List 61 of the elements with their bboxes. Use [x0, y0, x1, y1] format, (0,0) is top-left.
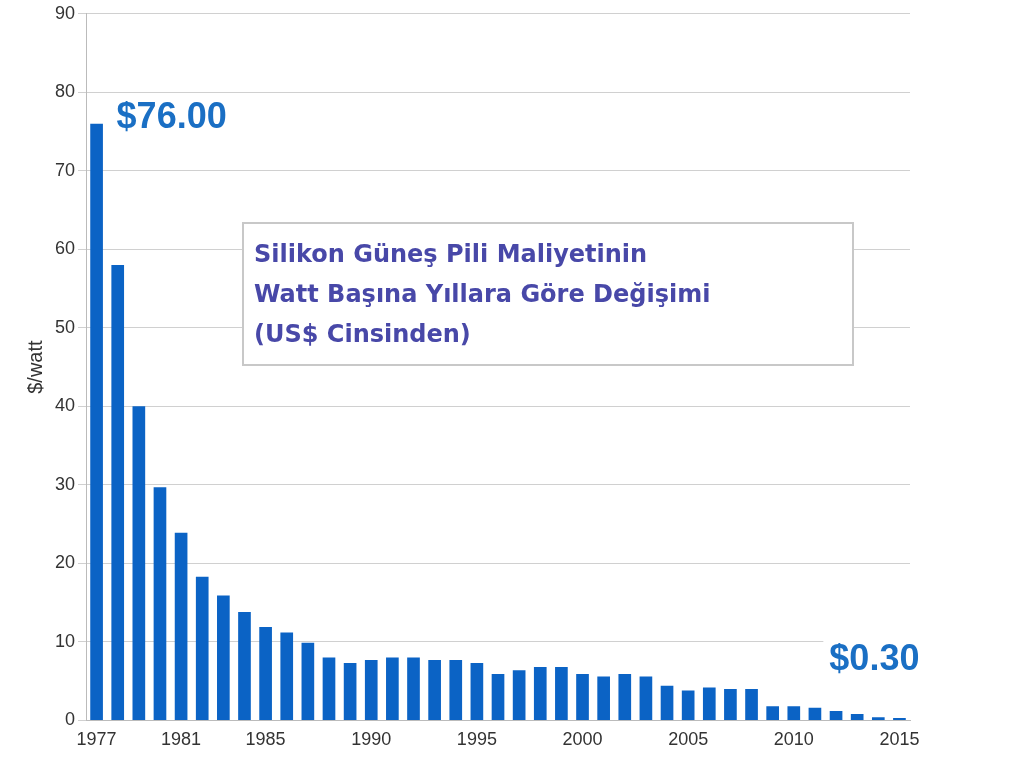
bar: [639, 676, 653, 720]
y-tick-label: 40: [54, 395, 76, 416]
x-tick-label: 2005: [668, 729, 709, 750]
bar: [491, 674, 505, 720]
x-tick-label: 1995: [456, 729, 497, 750]
bar: [533, 667, 547, 720]
bar: [449, 659, 463, 720]
y-tick-label: 70: [54, 159, 76, 180]
bar: [195, 576, 209, 720]
bar: [470, 663, 484, 720]
bar: [829, 710, 843, 720]
bar: [153, 487, 167, 720]
bar: [90, 123, 103, 720]
x-tick-label: 1981: [161, 729, 202, 750]
bar: [364, 659, 378, 720]
y-tick-label: 30: [54, 473, 76, 494]
bar: [871, 717, 885, 720]
bar: [597, 676, 610, 720]
x-tick-label: 2000: [562, 729, 603, 750]
bar: [724, 689, 737, 720]
bar: [702, 687, 716, 720]
bar: [174, 532, 188, 720]
x-tick-label: 2015: [879, 729, 920, 750]
bar: [618, 674, 632, 720]
bar: [343, 663, 357, 720]
y-tick-label: 0: [65, 709, 76, 730]
x-tick-label: 2010: [773, 729, 814, 750]
annotation: $0.30: [829, 636, 920, 678]
y-tick-label: 50: [54, 316, 76, 337]
bar: [428, 659, 441, 720]
title-panel: Silikon Güneş Pili Maliyetinin Watt Başına Yıllara Göre Değişimi (US$ Cinsinden): [242, 222, 854, 366]
bar: [681, 690, 695, 720]
bar: [576, 674, 589, 720]
bar: [111, 265, 125, 720]
bar: [407, 657, 420, 720]
bar: [301, 642, 315, 720]
annotation: $76.00: [116, 94, 227, 136]
bar: [512, 670, 526, 720]
bar: [660, 685, 674, 720]
bar: [259, 626, 272, 720]
bar: [787, 706, 801, 720]
y-axis-title: $/watt: [23, 339, 46, 394]
bar: [555, 667, 568, 720]
y-tick-label: 10: [54, 630, 76, 651]
x-tick-label: 1985: [245, 729, 286, 750]
y-tick-label: 90: [54, 2, 76, 23]
bar: [766, 706, 780, 720]
y-tick-label: 80: [54, 81, 76, 102]
x-tick-label: 1977: [76, 729, 117, 750]
x-tick-label: 1990: [351, 729, 392, 750]
bar: [217, 595, 230, 720]
y-tick-label: 60: [54, 238, 76, 259]
bar: [132, 406, 146, 720]
bar: [850, 714, 864, 720]
bar: [238, 612, 251, 720]
bar: [386, 657, 399, 720]
bar: [280, 632, 294, 720]
bar: [808, 707, 822, 720]
bar: [322, 657, 336, 720]
y-tick-label: 20: [54, 552, 76, 573]
bar: [745, 689, 758, 720]
